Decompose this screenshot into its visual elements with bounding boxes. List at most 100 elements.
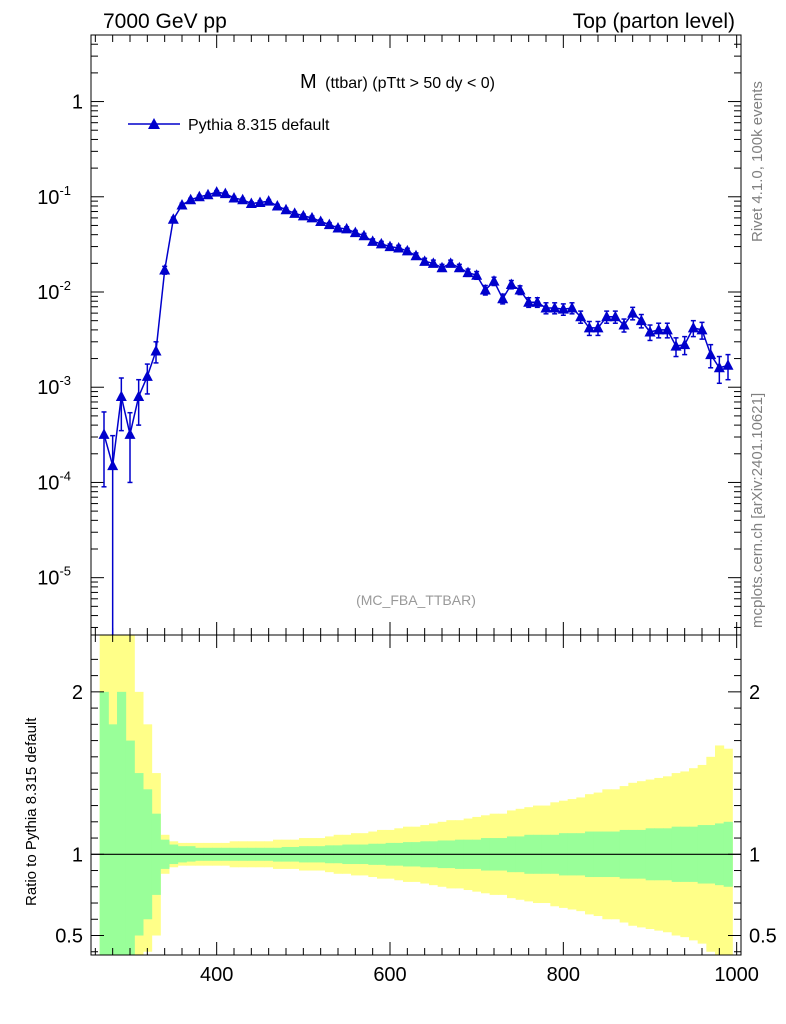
data-point <box>401 244 413 256</box>
data-point <box>488 275 500 286</box>
ratio-frame <box>90 634 742 956</box>
data-point <box>306 211 318 223</box>
main-y-tick-labels: 110-110-210-310-410-5 <box>37 92 83 590</box>
data-point <box>549 301 561 313</box>
data-point <box>609 310 621 322</box>
data-point <box>107 459 119 471</box>
analysis-watermark: (MC_FBA_TTBAR) <box>356 592 476 608</box>
ratio-y-tick-label-right: 1 <box>749 844 760 866</box>
ratio-y-tick-label-right: 2 <box>749 682 760 704</box>
data-point <box>263 195 275 206</box>
y-tick-exponent: -2 <box>59 278 71 293</box>
data-point <box>505 278 517 289</box>
y-tick-exponent: -1 <box>59 183 71 198</box>
data-point <box>514 283 526 295</box>
data-point <box>601 310 613 322</box>
data-point <box>185 193 197 205</box>
data-point <box>297 209 309 221</box>
data-point <box>254 196 266 208</box>
data-point <box>315 215 327 227</box>
header-left: 7000 GeV pp <box>103 10 227 33</box>
legend: Pythia 8.315 default <box>128 117 330 134</box>
data-point <box>193 190 205 202</box>
data-point <box>98 428 110 439</box>
data-point <box>427 257 439 268</box>
plot-title: M (ttbar) (pTtt > 50 dy < 0) <box>300 71 495 93</box>
ratio-y-label: Ratio to Pythia 8.315 default <box>23 717 40 906</box>
header-right: Top (parton level) <box>573 10 735 33</box>
data-point <box>436 261 448 273</box>
main-plot-panel: 110-110-210-310-410-5 M (ttbar) (pTtt > … <box>37 34 742 636</box>
data-point <box>141 370 153 381</box>
data-point <box>687 321 699 333</box>
data-point <box>523 296 535 307</box>
data-point <box>211 186 223 197</box>
data-point <box>627 307 639 318</box>
data-point <box>583 321 595 333</box>
data-point <box>245 197 257 209</box>
data-point <box>618 319 630 330</box>
ratio-y-tick-labels: 0.5 0.5 1 1 2 2 <box>55 682 777 948</box>
data-point <box>159 264 171 275</box>
data-point <box>445 257 457 268</box>
ratio-axis-ticks <box>91 635 741 955</box>
data-point <box>661 323 673 335</box>
data-point <box>375 237 387 249</box>
series-line <box>103 191 729 466</box>
main-axis-ticks <box>91 35 741 635</box>
x-tick-label: 600 <box>373 964 406 986</box>
data-point <box>462 266 474 278</box>
x-tick-labels: 400 600 800 1000 <box>200 964 759 986</box>
data-point <box>237 193 249 205</box>
data-point <box>176 198 188 210</box>
data-point <box>713 361 725 373</box>
y-tick-base: 10 <box>37 187 59 209</box>
data-point <box>419 255 431 266</box>
data-point <box>150 345 162 356</box>
data-point <box>575 310 587 322</box>
data-point <box>367 235 379 246</box>
data-point <box>228 192 240 203</box>
data-point <box>540 301 552 313</box>
data-point <box>670 340 682 351</box>
data-point <box>566 301 578 313</box>
data-point <box>115 390 127 401</box>
inner-band-bin <box>99 691 109 955</box>
inner-band-bin <box>117 691 127 955</box>
data-point <box>705 348 717 360</box>
data-point <box>393 241 405 253</box>
data-point <box>202 188 214 200</box>
data-point <box>219 187 231 199</box>
data-point <box>635 314 647 326</box>
y-tick-base: 10 <box>37 377 59 399</box>
data-point <box>280 203 292 215</box>
data-point <box>384 240 396 252</box>
x-tick-label: 400 <box>200 964 233 986</box>
data-point <box>453 261 465 273</box>
y-tick-label: 1 <box>72 92 83 114</box>
x-tick-label: 800 <box>547 964 580 986</box>
data-point <box>323 218 335 230</box>
x-tick-label: 1000 <box>714 964 759 986</box>
ratio-plot-panel: 0.5 0.5 1 1 2 2 400 600 800 1000 Ratio to Pythia… <box>23 634 777 986</box>
ratio-y-tick-label-left: 1 <box>72 844 83 866</box>
legend-label: Pythia 8.315 default <box>188 117 330 134</box>
ratio-y-tick-label-right: 0.5 <box>749 926 777 948</box>
data-point <box>332 222 344 233</box>
ratio-y-tick-label-left: 2 <box>72 682 83 704</box>
inner-band-bin <box>108 724 118 955</box>
data-point <box>679 338 691 350</box>
plot-title-main: M <box>300 71 317 93</box>
data-point <box>653 323 665 335</box>
data-point <box>133 390 145 401</box>
y-tick-label: 10-5 <box>37 564 71 590</box>
data-point <box>289 207 301 218</box>
data-point <box>349 226 361 238</box>
data-point <box>644 326 656 337</box>
data-point <box>592 321 604 333</box>
data-point <box>531 296 543 307</box>
y-tick-exponent: -5 <box>59 564 71 579</box>
y-tick-label: 10-4 <box>37 468 71 494</box>
y-tick-label: 10-3 <box>37 373 71 399</box>
